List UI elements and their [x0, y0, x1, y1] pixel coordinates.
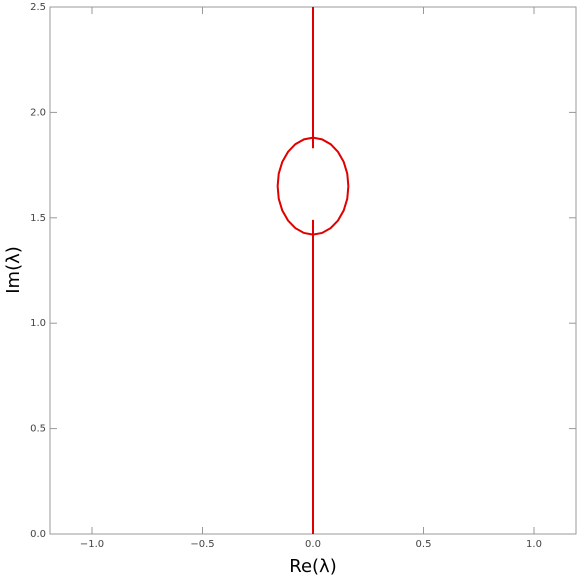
- x-axis-label: Re(λ): [289, 556, 336, 577]
- y-tick-label: 2.5: [30, 2, 46, 13]
- x-tick-label: −1.0: [80, 539, 104, 550]
- x-tick-label: −0.5: [190, 539, 214, 550]
- x-tick-label: 0.0: [305, 539, 321, 550]
- curve: [276, 136, 350, 236]
- y-tick-label: 1.0: [30, 318, 46, 329]
- y-tick-label: 0.5: [30, 424, 46, 435]
- y-tick-label: 2.0: [30, 107, 46, 118]
- y-tick-label: 1.5: [30, 213, 46, 224]
- y-tick-label: 0.0: [30, 529, 46, 540]
- y-axis-label: Im(λ): [3, 246, 24, 294]
- x-tick-label: 0.5: [416, 539, 432, 550]
- x-tick-label: 1.0: [526, 539, 542, 550]
